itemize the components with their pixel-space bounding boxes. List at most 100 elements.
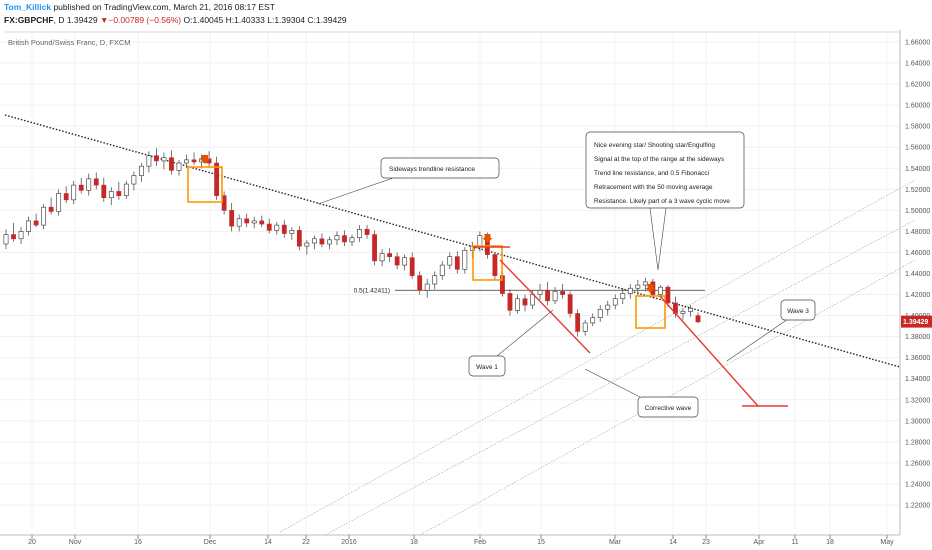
analysis-callout[interactable] bbox=[585, 131, 745, 209]
candle-body bbox=[635, 284, 641, 289]
change-down-icon: ▼ bbox=[99, 15, 109, 25]
candle-body bbox=[454, 256, 460, 270]
corrective-callout[interactable] bbox=[637, 396, 699, 418]
candle-body bbox=[409, 257, 415, 276]
candle-body bbox=[41, 206, 47, 226]
signal-arrow-icon bbox=[482, 234, 493, 243]
signal-arrow-icon bbox=[200, 155, 210, 164]
trendline-callout-pointer bbox=[317, 177, 394, 205]
analysis-callout-pointer bbox=[649, 207, 667, 271]
highlight-box-mar[interactable] bbox=[635, 295, 666, 329]
candle-body bbox=[680, 311, 686, 314]
candle-body bbox=[424, 283, 430, 291]
y-tick-label: 1.60000 bbox=[905, 103, 930, 110]
y-tick-label: 1.26000 bbox=[905, 460, 930, 467]
candle-body bbox=[26, 220, 31, 232]
candle-body bbox=[537, 290, 543, 295]
chart-grid bbox=[0, 30, 900, 535]
candle-body bbox=[78, 184, 84, 191]
candle-body bbox=[296, 230, 302, 247]
candle-body bbox=[191, 159, 197, 163]
candle-body bbox=[560, 291, 566, 295]
candle-body bbox=[266, 223, 272, 231]
x-tick-label: 22 bbox=[302, 539, 310, 546]
candle-body bbox=[492, 254, 498, 276]
channel-upper-line[interactable] bbox=[279, 179, 916, 533]
chart-header: Tom_Killick published on TradingView.com… bbox=[0, 0, 932, 30]
x-tick-label: Mar bbox=[609, 539, 622, 546]
wave1-line[interactable] bbox=[499, 259, 591, 354]
candle-body bbox=[48, 206, 54, 212]
candle-body bbox=[695, 315, 701, 323]
candle-body bbox=[327, 239, 332, 245]
callouts[interactable]: Sideways trendline resistance Nice evenin… bbox=[317, 131, 816, 418]
high-label: H: bbox=[225, 15, 235, 25]
current-price-badge: 1.39429 bbox=[901, 315, 932, 328]
y-tick-label: 1.52000 bbox=[905, 187, 930, 194]
candle-body bbox=[612, 298, 618, 306]
channel-middle-line[interactable] bbox=[324, 219, 916, 536]
candle-body bbox=[176, 162, 182, 171]
x-tick-label: 14 bbox=[264, 539, 272, 546]
candle-body bbox=[357, 229, 362, 239]
open-value: 1.40045 bbox=[192, 15, 224, 25]
y-tick-label: 1.30000 bbox=[905, 418, 930, 425]
candle-body bbox=[11, 234, 16, 240]
x-tick-label: 15 bbox=[537, 539, 545, 546]
candle-body bbox=[281, 224, 287, 234]
candle-body bbox=[349, 237, 355, 243]
signal-arrow-icon bbox=[645, 284, 656, 293]
y-tick-label: 1.54000 bbox=[905, 166, 930, 173]
x-tick-label: 18 bbox=[410, 539, 418, 546]
wave1-callout[interactable] bbox=[468, 355, 506, 377]
candle-body bbox=[379, 253, 385, 262]
x-tick-label: May bbox=[880, 539, 894, 546]
candle-body bbox=[289, 230, 295, 234]
candle-body bbox=[665, 286, 671, 304]
candle-body bbox=[101, 184, 107, 199]
candle-body bbox=[387, 253, 393, 257]
x-tick-label: 11 bbox=[791, 539, 798, 546]
close-label: C: bbox=[307, 15, 316, 25]
candle-body bbox=[552, 291, 558, 302]
symbol-name[interactable]: FX:GBPCHF bbox=[4, 15, 54, 25]
candle-body bbox=[311, 238, 317, 244]
y-tick-label: 1.50000 bbox=[905, 208, 930, 215]
fib-label: 0.5(1.42411) bbox=[354, 288, 390, 295]
highlight-box-dec[interactable] bbox=[187, 166, 223, 203]
candle-body bbox=[116, 191, 122, 196]
chart-title: British Pound/Swiss Franc, D, FXCM bbox=[8, 38, 131, 47]
candle-body bbox=[251, 220, 257, 224]
author-link[interactable]: Tom_Killick bbox=[4, 2, 52, 12]
x-tick-label: Nov bbox=[69, 539, 82, 546]
candle-body bbox=[304, 242, 310, 247]
candle-body bbox=[274, 224, 280, 231]
candle-body bbox=[477, 235, 483, 247]
candle-body bbox=[184, 159, 189, 164]
y-tick-label: 1.32000 bbox=[905, 397, 930, 404]
trendline-resistance[interactable] bbox=[4, 114, 901, 368]
candle-body bbox=[590, 317, 596, 324]
publish-line: Tom_Killick published on TradingView.com… bbox=[4, 2, 275, 12]
y-tick-label: 1.38000 bbox=[905, 334, 930, 341]
candle-body bbox=[236, 218, 242, 227]
candle-body bbox=[342, 235, 347, 243]
candle-body bbox=[402, 257, 408, 266]
trendline[interactable] bbox=[4, 114, 901, 368]
y-tick-label: 1.44000 bbox=[905, 271, 930, 278]
y-tick-label: 1.28000 bbox=[905, 439, 930, 446]
corrective-callout-text: Corrective wave bbox=[645, 405, 692, 412]
wave3-callout[interactable] bbox=[780, 299, 816, 321]
x-tick-label: 23 bbox=[702, 539, 710, 546]
price-axis[interactable]: 1.66000 1.64000 1.62000 1.60000 1.58000 1.560… bbox=[905, 40, 930, 510]
candle-body bbox=[229, 210, 235, 227]
candle-body bbox=[138, 165, 144, 176]
x-tick-label: Apr bbox=[754, 539, 766, 546]
trendline-callout[interactable] bbox=[380, 157, 500, 179]
wave3-line[interactable] bbox=[659, 295, 759, 407]
price-chart[interactable]: British Pound/Swiss Franc, D, FXCM 1.660… bbox=[0, 30, 932, 550]
corrective-callout-pointer bbox=[584, 368, 641, 398]
candle-body bbox=[56, 193, 62, 212]
wave-projection[interactable] bbox=[499, 259, 788, 407]
time-axis[interactable]: 20 Nov 16 Dec 14 22 2016 18 Feb 15 Mar 14 23 Apr 11 18 M… bbox=[28, 535, 894, 546]
